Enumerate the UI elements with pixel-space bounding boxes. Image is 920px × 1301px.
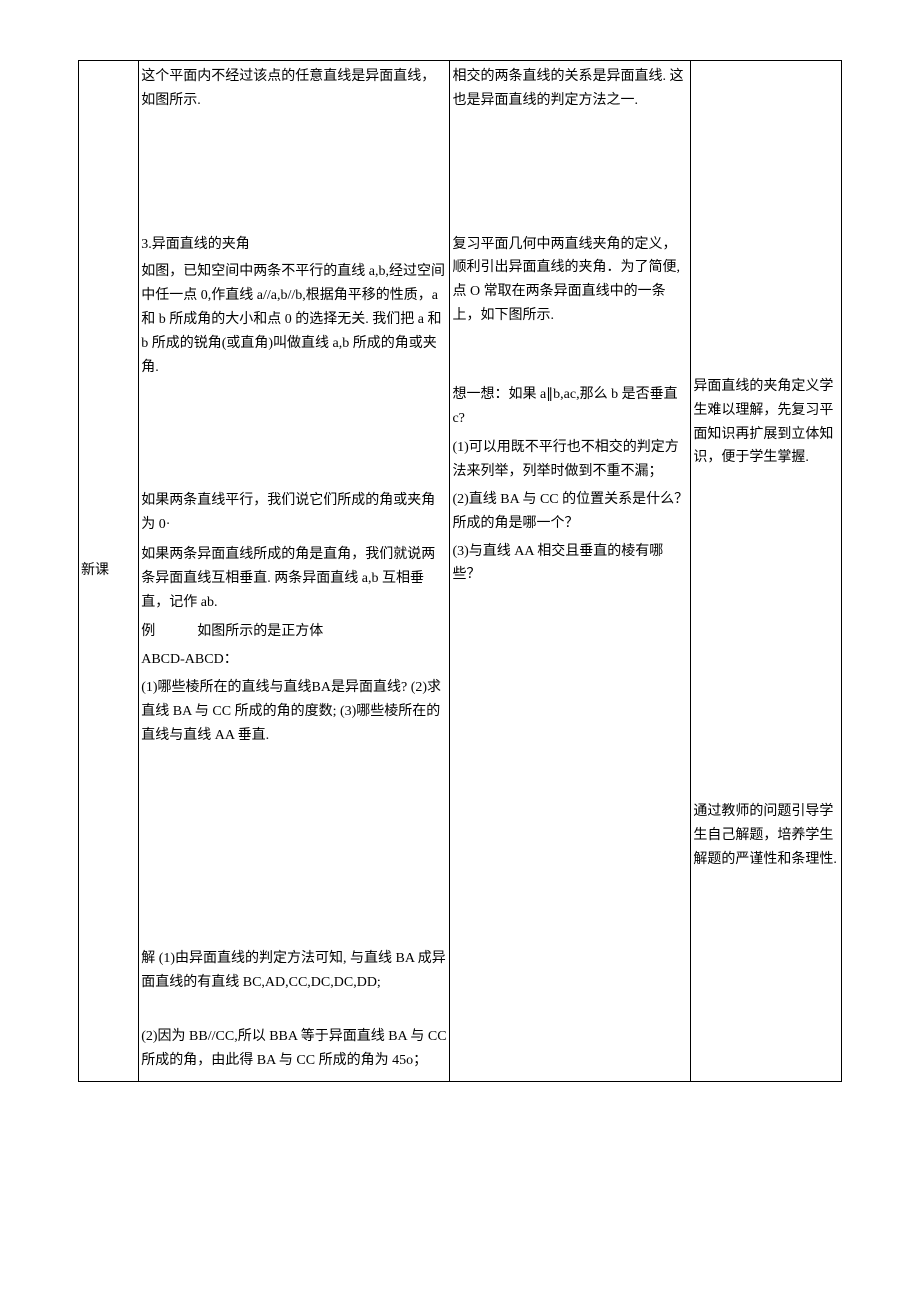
- example-lead: 例 如图所示的是正方体: [141, 620, 447, 644]
- intent-cell: 异面直线的夹角定义学生难以理解，先复习平面知识再扩展到立体知识，便于学生掌握. …: [691, 61, 842, 1082]
- lesson-table: 新课 这个平面内不经过该点的任意直线是异面直线，如图所示. 3.异面直线的夹角 …: [78, 60, 842, 1082]
- hint-2: (2)直线 BA 与 CC 的位置关系是什么？所成的角是哪一个？: [452, 488, 688, 536]
- think-prompt: 想一想：如果 a∥b,ac,那么 b 是否垂直 c?: [452, 383, 688, 431]
- perpendicular-note: 如果两条异面直线所成的角是直角，我们就说两条异面直线互相垂直. 两条异面直线 a…: [141, 543, 447, 614]
- phase-cell: 新课: [79, 61, 139, 1082]
- content-intro: 这个平面内不经过该点的任意直线是异面直线，如图所示.: [141, 65, 447, 113]
- solution-2: (2)因为 BB//CC,所以 BBA 等于异面直线 BA 与 CC 所成的角，…: [141, 1025, 447, 1073]
- section-body: 如图，已知空间中两条不平行的直线 a,b,经过空间中任一点 0,作直线 a//a…: [141, 260, 447, 379]
- example-cube: ABCD-ABCD：: [141, 648, 447, 672]
- section-title: 3.异面直线的夹角: [141, 233, 447, 257]
- guidance-intro: 相交的两条直线的关系是异面直线. 这也是异面直线的判定方法之一.: [452, 65, 688, 113]
- guidance-review: 复习平面几何中两直线夹角的定义，顺利引出异面直线的夹角．为了简便, 点 O 常取…: [452, 233, 688, 328]
- parallel-note: 如果两条直线平行，我们说它们所成的角或夹角为 0·: [141, 489, 447, 537]
- phase-label: 新课: [81, 563, 109, 578]
- solution-1: 解 (1)由异面直线的判定方法可知, 与直线 BA 成异面直线的有直线 BC,A…: [141, 947, 447, 995]
- intent-2: 通过教师的问题引导学生自己解题，培养学生解题的严谨性和条理性.: [693, 800, 839, 871]
- hint-3: (3)与直线 AA 相交且垂直的棱有哪些？: [452, 540, 688, 588]
- guidance-cell: 相交的两条直线的关系是异面直线. 这也是异面直线的判定方法之一. 复习平面几何中…: [450, 61, 691, 1082]
- hint-1: (1)可以用既不平行也不相交的判定方法来列举，列举时做到不重不漏；: [452, 436, 688, 484]
- example-questions: (1)哪些棱所在的直线与直线BA是异面直线? (2)求直线 BA 与 CC 所成…: [141, 676, 447, 747]
- intent-1: 异面直线的夹角定义学生难以理解，先复习平面知识再扩展到立体知识，便于学生掌握.: [693, 375, 839, 470]
- table-row: 新课 这个平面内不经过该点的任意直线是异面直线，如图所示. 3.异面直线的夹角 …: [79, 61, 842, 1082]
- content-cell: 这个平面内不经过该点的任意直线是异面直线，如图所示. 3.异面直线的夹角 如图，…: [139, 61, 450, 1082]
